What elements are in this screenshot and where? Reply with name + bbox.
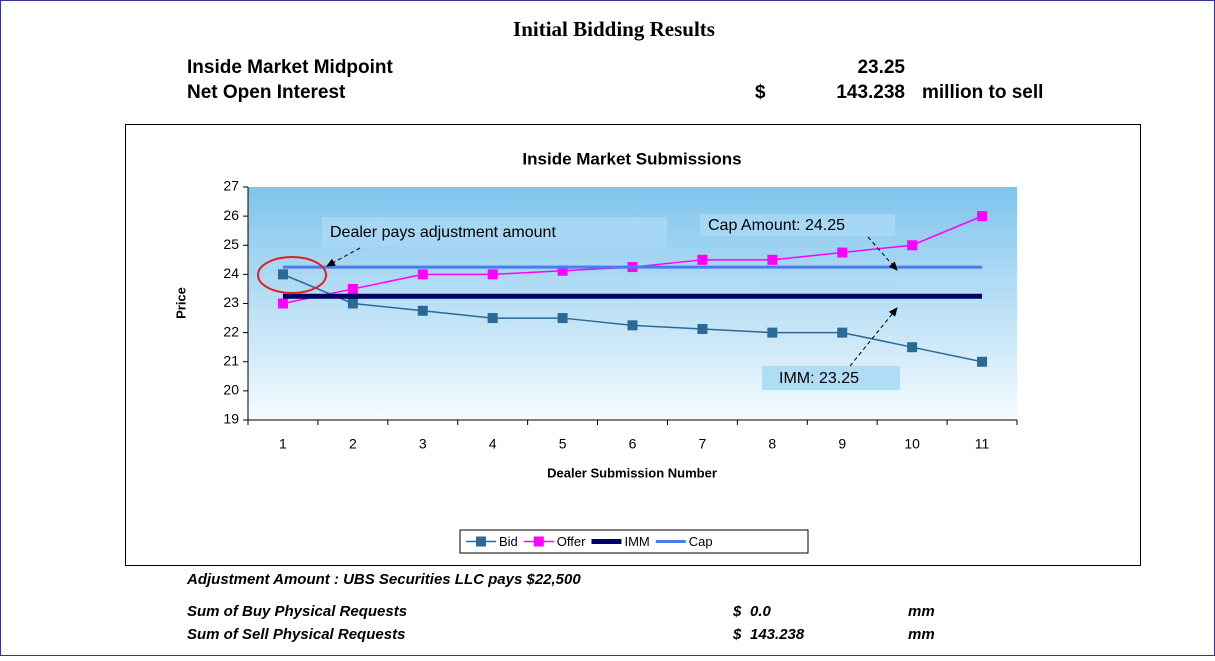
report-title: Initial Bidding Results [513,17,715,41]
series-marker [277,269,288,280]
footer-unit: mm [908,626,935,643]
series-marker [627,320,638,331]
y-tick-label: 25 [223,236,239,252]
highlight-circle [257,256,327,294]
legend-label: Cap [689,534,713,549]
header-label: Inside Market Midpoint [187,57,394,78]
series-marker [837,247,848,258]
series-marker [837,327,848,338]
chart-title: Inside Market Submissions [522,149,741,168]
series-marker [417,269,428,280]
annotation-arrow [849,307,898,367]
y-tick-label: 19 [223,411,239,427]
annotation-text: IMM: 23.25 [779,370,859,387]
x-tick-label: 10 [904,436,920,452]
series-marker [417,305,428,316]
series-marker [347,283,358,294]
header-currency: $ [755,82,766,103]
annotation-text: Dealer pays adjustment amount [330,224,556,241]
series-marker [767,254,778,265]
series-marker [347,298,358,309]
x-tick-label: 2 [349,436,357,452]
series-marker [277,298,288,309]
annotation-box [322,217,667,247]
y-tick-label: 26 [223,207,239,223]
legend-box [459,529,809,554]
legend-marker [476,536,486,547]
legend-label: Bid [499,534,518,549]
series-marker [977,356,988,367]
footer-value: 143.238 [750,626,805,643]
x-tick-label: 8 [768,436,776,452]
series-marker [767,327,778,338]
footer-unit: mm [908,603,935,620]
series-marker [557,313,568,324]
series-marker [907,240,918,251]
x-axis-label: Dealer Submission Number [547,465,717,480]
x-tick-label: 5 [559,436,567,452]
annotation-box [700,214,895,236]
header-value: 23.25 [857,57,905,78]
series-marker [487,313,498,324]
legend-marker [533,536,544,547]
x-tick-label: 9 [838,436,846,452]
x-tick-label: 6 [629,436,637,452]
series-marker [697,254,708,265]
header-value: 143.238 [836,82,905,103]
series-marker [907,342,918,353]
footer-label: Sum of Buy Physical Requests [187,603,407,620]
y-tick-label: 20 [223,382,239,398]
footer-currency: $ [732,626,742,643]
series-marker [977,211,988,222]
legend-label: Offer [557,534,586,549]
x-tick-label: 1 [279,436,287,452]
annotation-box [762,366,900,390]
annotation-arrow [867,236,898,271]
legend-label: IMM [624,534,649,549]
header-label: Net Open Interest [187,82,346,103]
annotation-text: Cap Amount: 24.25 [708,217,845,234]
x-tick-label: 4 [489,436,497,452]
y-axis-label: Price [173,287,188,319]
y-tick-label: 21 [223,352,239,368]
y-tick-label: 27 [223,178,239,194]
y-tick-label: 22 [223,323,239,339]
footer-value: 0.0 [750,603,772,620]
series-marker [697,323,708,334]
footer-label: Sum of Sell Physical Requests [187,626,405,643]
adjustment-note: Adjustment Amount : UBS Securities LLC p… [186,571,581,588]
footer-currency: $ [732,603,742,620]
x-tick-label: 11 [975,436,990,452]
x-tick-label: 3 [419,436,427,452]
annotation-arrow [326,247,361,267]
header-unit: million to sell [922,82,1043,103]
series-marker [557,265,568,276]
y-tick-label: 23 [223,294,239,310]
series-marker [487,269,498,280]
y-tick-label: 24 [223,265,239,281]
x-tick-label: 7 [699,436,707,452]
